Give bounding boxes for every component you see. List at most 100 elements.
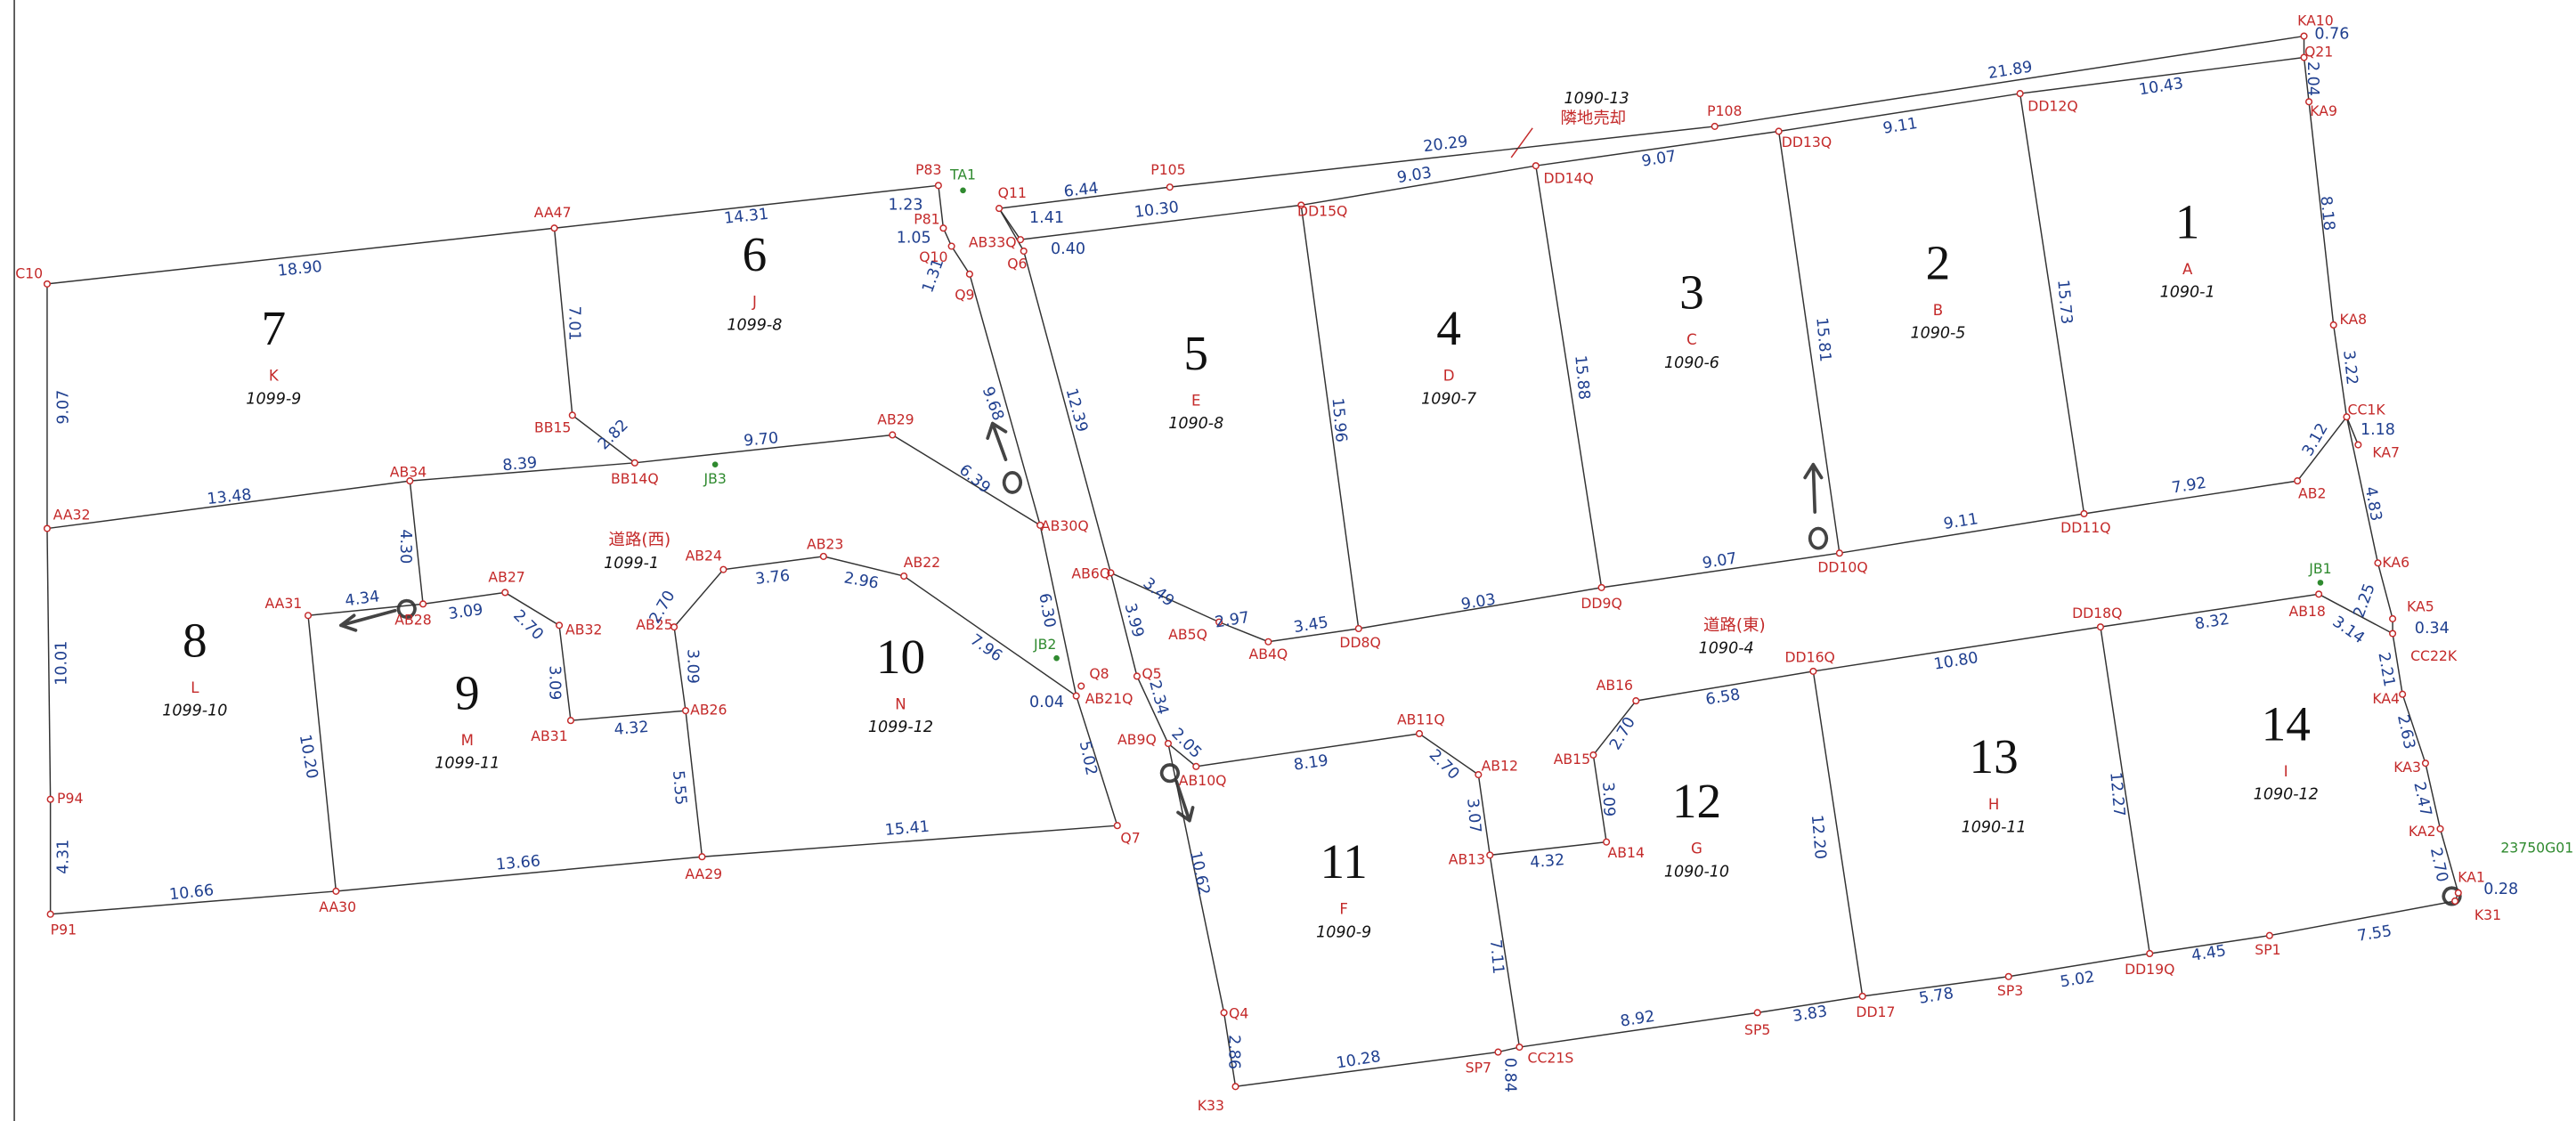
- dimension: 7.11: [1486, 938, 1507, 975]
- dimension: 3.09: [683, 649, 701, 684]
- survey-point: [1192, 762, 1200, 770]
- point-label: KA10: [2297, 12, 2334, 28]
- dimension: 15.96: [1328, 397, 1349, 443]
- point-label: Q4: [1229, 1005, 1248, 1022]
- parcel-number: 13: [1969, 729, 2018, 784]
- dimension: 12.27: [2106, 771, 2127, 817]
- boundary-line: [1020, 56, 2304, 240]
- point-label: AB24: [686, 547, 722, 564]
- point-label: AB27: [488, 568, 524, 585]
- parcel-number: 9: [455, 665, 480, 719]
- dimension: 0.28: [2483, 881, 2518, 898]
- boundary-line: [307, 615, 337, 892]
- dimension: 7.55: [2356, 922, 2393, 946]
- dimension: 10.43: [2138, 75, 2185, 100]
- dimension: 3.07: [1463, 798, 1483, 834]
- point-label: BB15: [534, 419, 571, 436]
- dimension: 18.90: [277, 258, 323, 280]
- survey-point: [934, 182, 942, 190]
- point-label: AB33Q: [969, 233, 1017, 250]
- hand-arrow: [339, 598, 417, 632]
- parcel-lot: 1090-5: [1910, 325, 1965, 343]
- dimension: 10.62: [1186, 849, 1213, 897]
- parcel-lot: 1090-12: [2254, 786, 2319, 804]
- survey-point: [2305, 98, 2313, 106]
- survey-point: [2146, 949, 2154, 958]
- parcel-letter: G: [1691, 841, 1702, 857]
- dimension: 8.32: [2193, 611, 2231, 634]
- road-name: 道路(東): [1703, 616, 1766, 635]
- dimension: 2.63: [2393, 713, 2418, 751]
- point-label: AB16: [1597, 677, 1633, 694]
- point-label: CC1K: [2348, 401, 2386, 418]
- point-label: SP1: [2255, 941, 2280, 958]
- dimension: 4.45: [2190, 942, 2228, 965]
- parcel-letter: H: [1988, 796, 1999, 813]
- dimension: 2.97: [1214, 609, 1251, 632]
- dimension: 2.05: [1167, 725, 1205, 762]
- survey-point: [2080, 509, 2088, 518]
- dimension: 10.01: [53, 641, 71, 686]
- dimension: 0.76: [2314, 26, 2349, 44]
- point-label: AB14: [1608, 844, 1645, 861]
- boundary-line: [1489, 855, 1521, 1048]
- survey-point: [1072, 692, 1080, 700]
- boundary-line: [2303, 36, 2459, 902]
- boundary-line: [1535, 166, 1603, 589]
- point-label: AB11Q: [1397, 711, 1445, 728]
- dimension: 2.96: [842, 569, 880, 592]
- survey-point: [2374, 559, 2382, 567]
- dimension: 15.81: [1812, 317, 1833, 363]
- survey-point: [1516, 1043, 1524, 1052]
- boundary-line: [1812, 670, 1864, 997]
- point-label: KA8: [2339, 311, 2367, 328]
- parcel-letter: B: [1933, 302, 1943, 319]
- boundary-line: [307, 556, 1077, 722]
- dimension: 2.86: [1225, 1035, 1243, 1069]
- survey-point: [406, 477, 414, 485]
- dimension: 5.55: [669, 770, 689, 807]
- point-label: CC21S: [1528, 1049, 1574, 1066]
- survey-point: [2329, 321, 2337, 329]
- survey-point: [819, 552, 827, 560]
- note-arrow: [1510, 127, 1533, 158]
- survey-point: [1164, 739, 1172, 748]
- benchmark-label: JB1: [2308, 560, 2331, 577]
- point-label: BB14Q: [611, 470, 659, 487]
- survey-point: [630, 459, 638, 467]
- point-label: AB15: [1554, 751, 1590, 768]
- point-label: AB4Q: [1249, 646, 1288, 662]
- note-text: 隣地売却: [1561, 109, 1627, 127]
- point-label: P83: [915, 161, 941, 178]
- parcel-lot: 1099-11: [435, 755, 500, 773]
- parcel-number: 4: [1436, 301, 1461, 355]
- survey-point: [2454, 889, 2462, 897]
- boundary-line: [1300, 205, 1360, 630]
- survey-point: [1589, 751, 1597, 759]
- point-label: DD9Q: [1581, 595, 1621, 612]
- dimension: 6.44: [1063, 180, 1100, 201]
- hand-arrow: [1159, 763, 1195, 823]
- point-label: AB34: [390, 463, 427, 480]
- survey-point: [1020, 247, 1028, 256]
- point-label: Q8: [1089, 665, 1109, 682]
- point-label: KA1: [2458, 869, 2485, 886]
- survey-point: [43, 280, 51, 288]
- survey-point: [501, 589, 509, 597]
- survey-point: [1077, 682, 1085, 690]
- survey-point: [2300, 32, 2308, 40]
- parcel-lot: 1090-9: [1316, 924, 1371, 942]
- dimension: 1.41: [1029, 209, 1064, 227]
- parcel-lot: 1099-9: [246, 390, 301, 408]
- dimension: 4.31: [54, 840, 72, 874]
- survey-point: [1775, 127, 1783, 135]
- dimension: 10.20: [296, 733, 321, 780]
- handwritten-marks: [339, 421, 2462, 906]
- point-label: Q5: [1142, 665, 1161, 682]
- dimension: 0.84: [1500, 1058, 1518, 1093]
- survey-point: [900, 572, 908, 581]
- point-label: DD14Q: [1544, 169, 1594, 186]
- dimension: 9.03: [1460, 591, 1498, 614]
- benchmark: [960, 187, 966, 194]
